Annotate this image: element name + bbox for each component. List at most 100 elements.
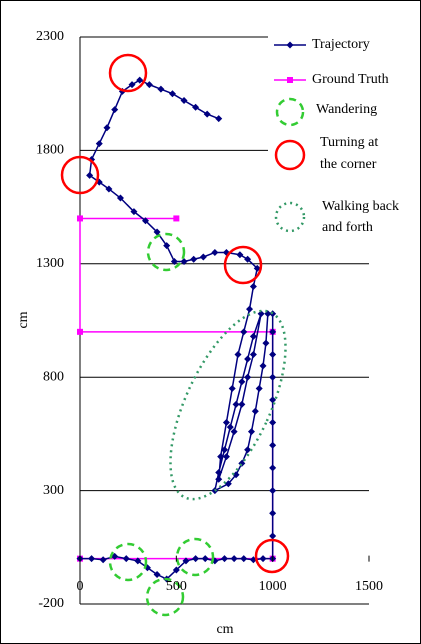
point [287,77,293,83]
point [257,310,265,318]
point [269,464,277,472]
point [269,351,277,359]
point [269,532,277,540]
point [262,339,270,347]
point [111,106,119,114]
wander-circle [108,542,148,582]
point [240,555,248,563]
point [130,208,138,216]
point [217,453,225,461]
annotation-shapes [60,53,290,617]
point [259,555,267,563]
point [244,446,252,454]
point [247,428,255,436]
legend-label: Wandering [316,102,377,117]
point [134,557,142,565]
point [103,124,111,132]
y-tick-label: 2300 [36,29,64,44]
point [190,255,198,263]
point [228,385,236,393]
point [215,115,223,123]
legend-label: the corner [320,157,377,172]
legend-series: Trajectory Ground Truth [274,37,389,87]
point [249,282,257,290]
legend-wander [275,97,305,127]
legend-label: Trajectory [312,37,370,52]
point [192,555,200,563]
wander-circle [175,537,215,577]
turn-circle [223,245,263,285]
point [95,140,103,148]
point [259,362,267,370]
point [77,328,83,335]
point [238,378,246,386]
point [222,419,230,427]
y-tick-label: 1300 [36,256,64,271]
point [199,253,207,261]
point [269,328,277,336]
point [145,81,153,89]
point [232,471,240,479]
legend-label: Ground Truth [312,72,389,87]
legend-label: and forth [322,220,373,235]
point [269,419,277,427]
point [253,264,261,272]
point [240,328,248,336]
legend-turn [274,139,306,171]
legend-label: Turning at [320,135,378,150]
series-line [80,79,274,580]
point [244,373,252,381]
point [142,217,150,225]
point [222,453,230,461]
point [244,255,252,263]
y-tick-label: 300 [43,483,64,498]
point [236,251,244,259]
point [168,90,176,98]
point [180,97,188,105]
y-tick-label: 1800 [36,143,64,158]
y-tick-label: -200 [38,596,64,611]
point [224,480,232,488]
point [232,400,240,408]
walk-ellipse [169,309,287,501]
point [86,171,94,179]
x-tick-label: 1000 [259,579,287,594]
point [105,185,113,193]
turn-circle [254,538,290,574]
point [255,385,263,393]
point [230,428,238,436]
legend: Trajectory Ground Truth Wandering Turning… [268,30,420,240]
wander-circle [146,232,186,272]
point [244,355,252,363]
point [221,446,228,454]
point [251,407,259,415]
point [182,557,190,565]
point [230,555,238,563]
point [269,487,277,495]
point [163,242,171,250]
point [153,228,161,236]
point [157,85,165,93]
point [215,468,223,476]
point [269,509,277,517]
legend-walk [274,201,306,233]
point [211,248,219,256]
point [192,103,200,111]
point [77,215,83,222]
point [180,258,188,266]
y-axis-label: cm [16,311,31,328]
point [249,332,257,340]
point [246,305,254,313]
point [116,194,124,202]
point [249,351,257,359]
point [99,556,107,564]
point [238,400,246,408]
x-tick-label: 0 [77,579,84,594]
ticks: -200 300 800 1300 1800 2300 0 500 1000 1500 [36,29,383,611]
x-axis-label: cm [216,622,233,637]
point [201,555,209,563]
legend-label: Walking back [322,199,399,214]
point [173,215,180,222]
legend-box [268,30,420,240]
